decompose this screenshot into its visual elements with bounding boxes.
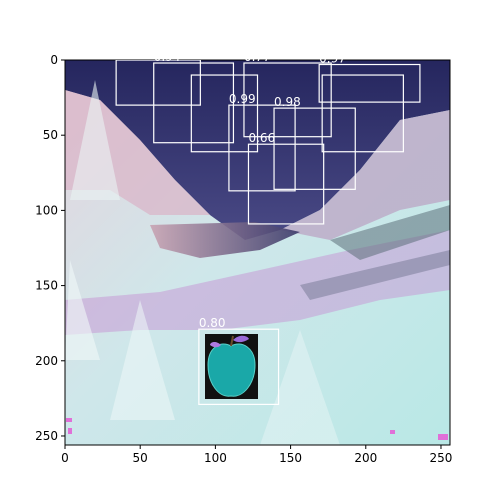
- y-tick-label: 0: [50, 53, 58, 67]
- detection-score-label: 0.98: [274, 95, 301, 109]
- apple-icon: [205, 334, 258, 399]
- detection-score-label: 0.94: [154, 50, 181, 64]
- detection-box: [228, 104, 296, 192]
- detection-box: [243, 62, 332, 138]
- detection-score-label: 0.80: [199, 316, 226, 330]
- detection-score-label: 0.99: [229, 92, 256, 106]
- x-axis-ticks: 0 50 100 150 200 250: [61, 445, 452, 465]
- y-tick-label: 250: [35, 429, 58, 443]
- y-tick-label: 50: [43, 128, 58, 142]
- x-tick-label: 50: [133, 451, 148, 465]
- x-tick-label: 100: [204, 451, 227, 465]
- detection-score-label: 0.66: [248, 131, 275, 145]
- y-tick-label: 150: [35, 279, 58, 293]
- x-tick-label: 200: [354, 451, 377, 465]
- detection-box: [115, 60, 201, 106]
- detection-score-label: 0.97: [319, 52, 346, 66]
- detection-box: [190, 74, 259, 153]
- detection-box: [198, 328, 280, 405]
- y-tick-label: 100: [35, 203, 58, 217]
- detection-box: [247, 143, 325, 225]
- detection-boxes: [115, 60, 421, 405]
- x-tick-label: 250: [430, 451, 453, 465]
- x-tick-label: 150: [279, 451, 302, 465]
- y-tick-label: 200: [35, 354, 58, 368]
- detection-labels: 0.93 0.94 0.77 0.97 0.99 0.98 0.66 0.80: [116, 47, 346, 330]
- y-axis-ticks: 0 50 100 150 200 250: [35, 53, 65, 443]
- detection-score-label: 0.93: [116, 47, 143, 61]
- x-tick-label: 0: [61, 451, 69, 465]
- detection-score-label: 0.77: [244, 50, 271, 64]
- detection-box: [321, 74, 404, 153]
- detection-box: [273, 107, 356, 190]
- detection-box: [153, 62, 235, 144]
- detection-box: [318, 63, 421, 103]
- axes-frame: [64, 59, 451, 446]
